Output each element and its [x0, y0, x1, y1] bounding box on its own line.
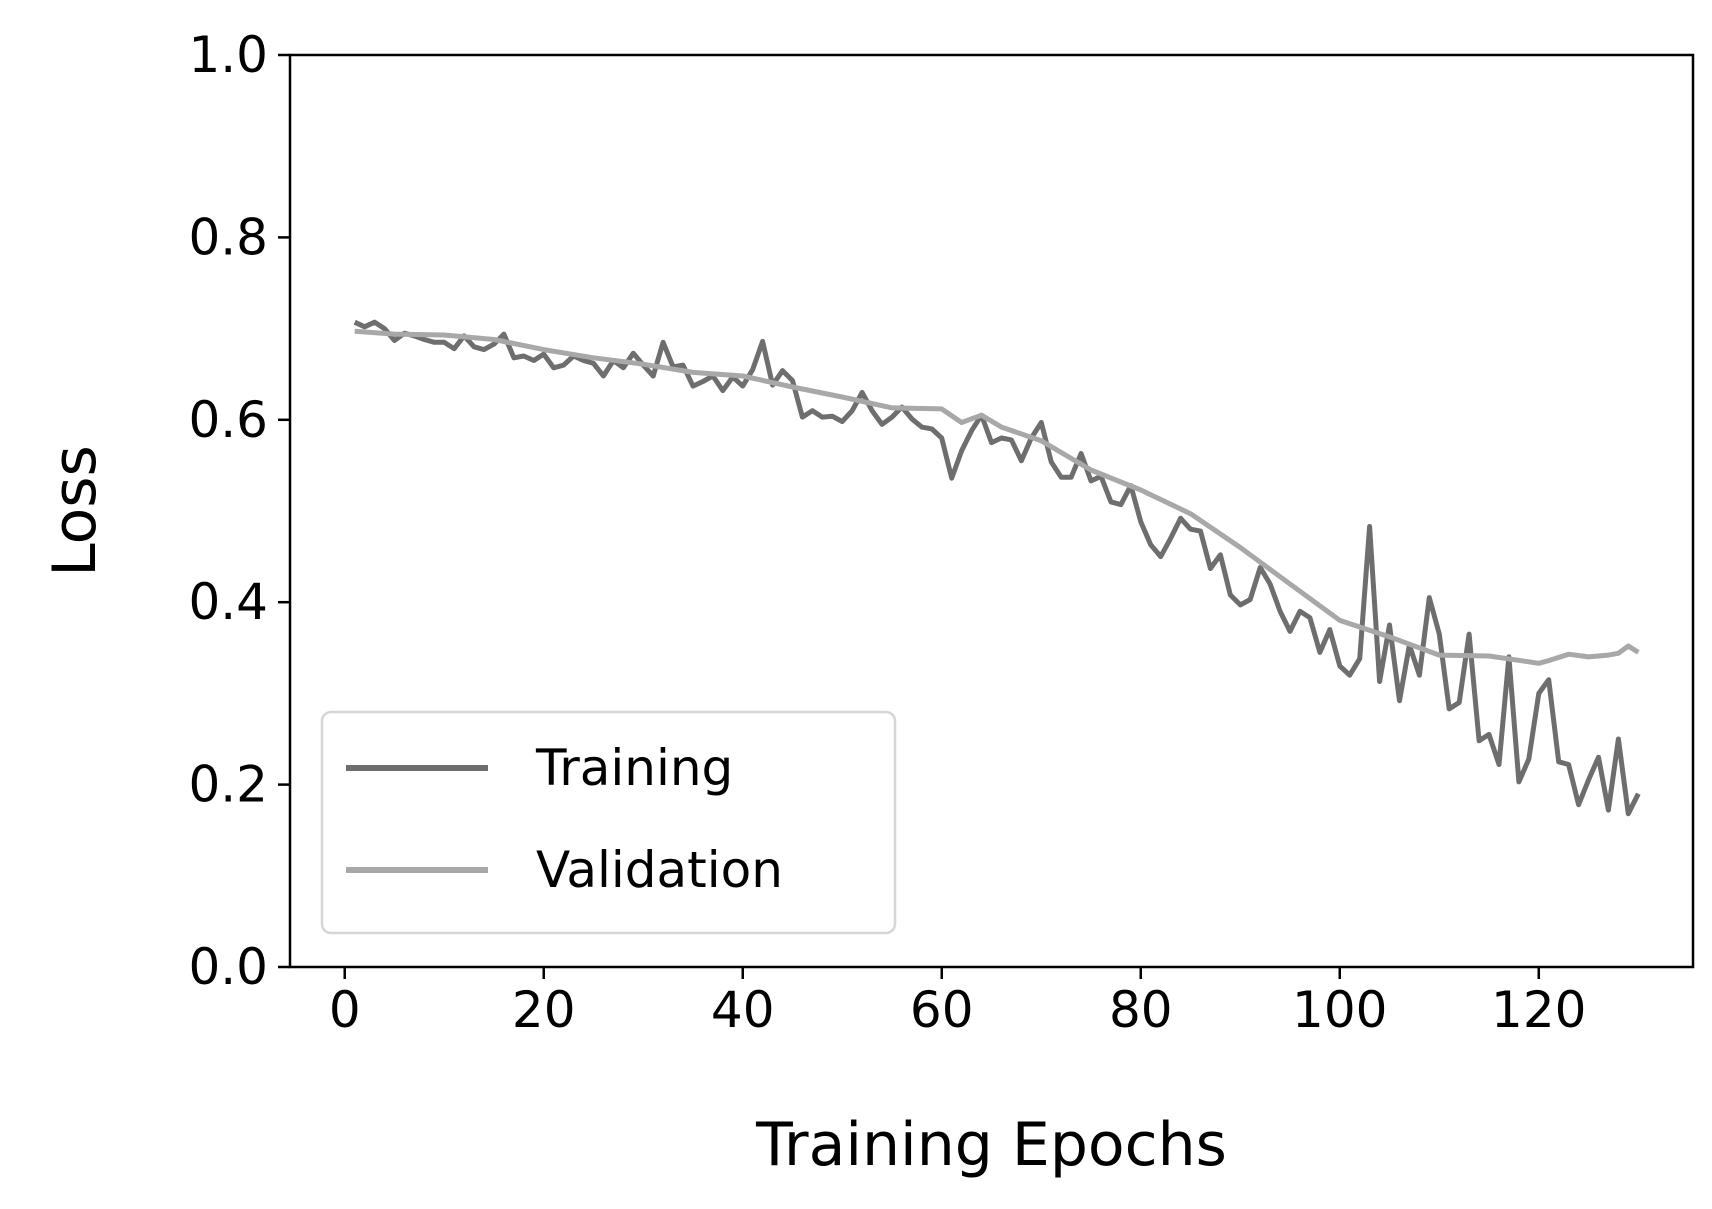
y-tick-label: 0.6 [188, 391, 268, 449]
series-layer [353, 319, 1641, 817]
legend-label-training: Training [535, 739, 733, 797]
plot-area-frame [288, 53, 1695, 969]
x-tick-label: 60 [910, 981, 974, 1039]
x-tick-label: 120 [1491, 981, 1586, 1039]
x-tick-label: 40 [711, 981, 775, 1039]
y-axis-title: Loss [40, 445, 110, 577]
y-tick-label: 0.0 [188, 938, 268, 996]
legend: Training Validation [320, 710, 897, 935]
ticks-layer: 0 20 40 60 80 100 120 0.0 0.2 0.4 0.6 0.8 1.0 [188, 26, 1586, 1039]
y-tick-label: 0.4 [188, 573, 268, 631]
x-tick-label: 100 [1292, 981, 1387, 1039]
series-line-validation [354, 328, 1640, 666]
series-line-training [353, 319, 1641, 817]
y-tick-label: 1.0 [188, 26, 268, 84]
x-tick-label: 80 [1109, 981, 1173, 1039]
legend-label-validation: Validation [536, 841, 783, 899]
y-tick-label: 0.8 [188, 208, 268, 266]
x-tick-label: 20 [512, 981, 576, 1039]
y-tick-label: 0.2 [188, 756, 268, 814]
x-axis-title: Training Epochs [755, 1110, 1227, 1180]
x-tick-label: 0 [329, 981, 361, 1039]
